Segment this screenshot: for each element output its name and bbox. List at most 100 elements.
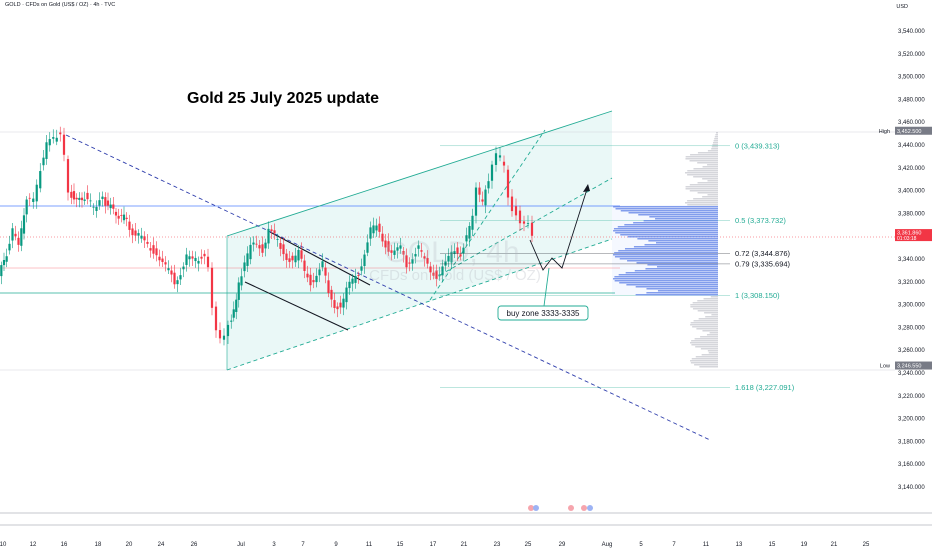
volume-profile-bar [692, 302, 718, 304]
candle-body [75, 197, 78, 200]
projection-arrowhead [583, 184, 590, 192]
event-icons[interactable] [528, 505, 593, 511]
x-tick-label: 19 [801, 542, 808, 548]
candle-body [414, 254, 417, 257]
candle-body [59, 132, 62, 135]
candle-body [487, 181, 490, 189]
price-axis[interactable]: 3,540.000 3,520.000 3,500.000 3,480.000 3,46… [898, 29, 925, 491]
candle-body [106, 200, 110, 206]
volume-profile-bar [692, 326, 718, 328]
candle-body [288, 258, 291, 262]
candle-body [191, 256, 194, 259]
volume-profile-bar [637, 238, 718, 240]
channel-steep-line [429, 129, 546, 301]
candle-body [8, 243, 11, 251]
volume-profile-bar [712, 144, 718, 146]
y-tick-label: 3,320.000 [898, 280, 925, 286]
candle-body [114, 211, 118, 216]
x-tick-label: 15 [769, 542, 776, 548]
volume-profile-bar [689, 190, 718, 192]
volume-profile-bar [635, 294, 718, 296]
candle-body [197, 260, 200, 264]
x-tick-label: 26 [191, 542, 198, 548]
x-tick-label: 3 [272, 542, 276, 548]
volume-profile-bar [614, 256, 718, 258]
volume-profile-bar [689, 184, 718, 186]
event-flag-icon [587, 505, 593, 511]
candle-body [261, 244, 264, 253]
candle-body [456, 247, 459, 254]
candle-body [140, 235, 143, 239]
volume-profile-bar [644, 244, 718, 246]
candle-body [336, 306, 339, 310]
volume-profile-bar [635, 286, 718, 288]
x-tick-label: 13 [736, 542, 743, 548]
candle-body [502, 161, 506, 166]
volume-profile-bar [696, 328, 718, 330]
fib-label: 0.79 (3,335.694) [735, 259, 791, 268]
candle-body [32, 198, 35, 202]
candle-body [112, 204, 115, 209]
time-axis[interactable]: 10 12 16 18 20 24 26 Jul 3 7 9 11 15 17 21 23 25 29 Aug 5 7 1… [0, 542, 870, 548]
x-tick-label: 16 [61, 542, 68, 548]
candle-body [444, 261, 447, 266]
event-flag-icon [533, 505, 539, 511]
volume-profile-bar [645, 268, 718, 270]
candle-body [324, 267, 327, 276]
volume-profile-bar [690, 342, 718, 344]
candle-body [235, 299, 238, 312]
volume-profile-bar [711, 146, 718, 148]
volume-profile-bar [613, 278, 718, 280]
candle-body [306, 273, 309, 278]
candle-body [372, 225, 375, 234]
candle-body [474, 187, 478, 216]
rising-channel-fill [227, 111, 612, 370]
candle-body [369, 227, 372, 239]
fib-label: 0.5 (3,373.732) [735, 216, 786, 225]
candle-body [300, 250, 303, 259]
candle-body [86, 192, 89, 200]
volume-profile-bar [699, 366, 718, 368]
candle-body [48, 139, 51, 146]
volume-profile-bar [685, 188, 718, 190]
candle-body [237, 282, 240, 300]
candle-body [83, 199, 86, 201]
volume-profile-bar [708, 352, 718, 354]
volume-profile-bar [643, 220, 718, 222]
volume-profile-bar [649, 216, 718, 218]
x-tick-label: 11 [366, 542, 373, 548]
candle-body [408, 262, 411, 264]
candle-body [441, 266, 444, 276]
y-tick-label: 3,300.000 [898, 303, 925, 309]
x-tick-label: 21 [831, 542, 838, 548]
candle-body [128, 221, 131, 230]
candle-body [276, 239, 279, 240]
volume-profile-bar [694, 338, 718, 340]
candle-body [161, 258, 164, 262]
candle-body [459, 254, 462, 257]
volume-profile-bar [634, 270, 718, 272]
candle-body [2, 259, 6, 266]
volume-profile-bar [685, 156, 718, 158]
x-tick-label: 20 [126, 542, 133, 548]
volume-profile-bar [627, 236, 718, 238]
y-tick-label: 3,520.000 [898, 52, 925, 58]
candle-body [167, 268, 170, 271]
y-tick-label: 3,460.000 [898, 120, 925, 126]
buy-zone-box[interactable] [497, 305, 589, 321]
candle-body [387, 241, 390, 252]
candle-body [378, 223, 381, 232]
volume-profile-bar [648, 240, 718, 242]
candle-body [393, 250, 396, 255]
price-marker-value: 3,246.550 [897, 364, 921, 370]
volume-profile-bar [709, 332, 718, 334]
volume-profile-bar [614, 252, 718, 254]
volume-profile-bar [716, 132, 718, 134]
volume-profile-bar [700, 336, 718, 338]
candle-body [249, 244, 252, 260]
y-tick-label: 3,480.000 [898, 97, 925, 103]
event-flag-icon [581, 505, 587, 511]
candle-body [435, 270, 438, 280]
candle-body [342, 298, 345, 308]
